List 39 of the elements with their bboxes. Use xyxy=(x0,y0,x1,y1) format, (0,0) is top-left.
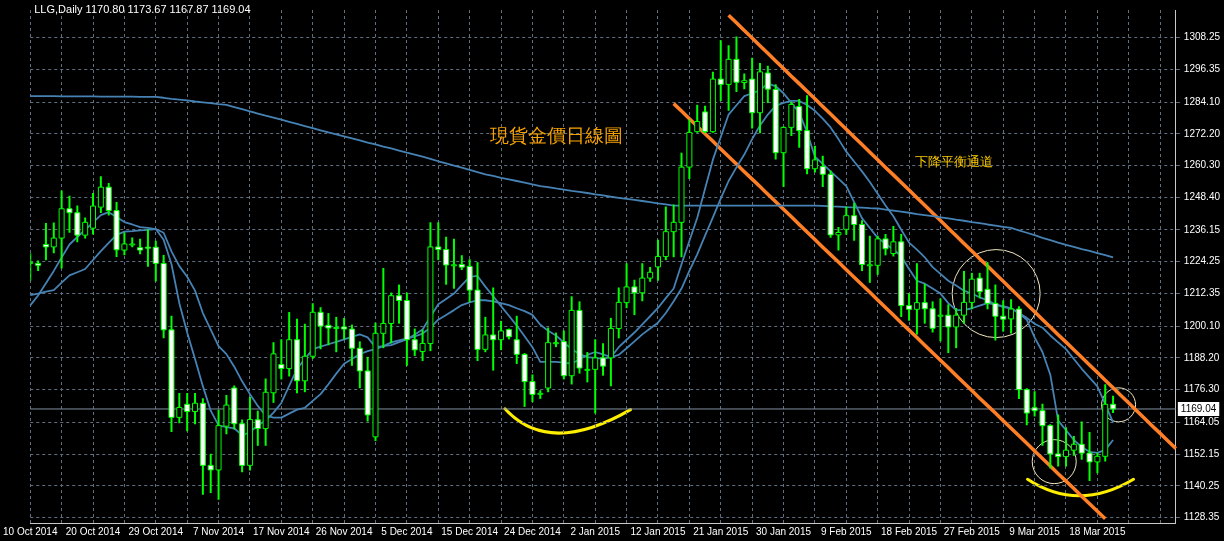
annotation: 下降平衡通道 xyxy=(915,153,993,169)
x-tick-label: 10 Oct 2014 xyxy=(3,525,58,537)
y-tick-label: 1140.25 xyxy=(1183,479,1220,491)
x-tick-label: 21 Jan 2015 xyxy=(693,525,749,537)
annotation: 現貨金價日線圖 xyxy=(490,125,623,147)
y-tick-label: 1296.35 xyxy=(1183,63,1221,75)
ref-line-label: 1169.04 xyxy=(1180,402,1217,414)
x-tick-label: 15 Dec 2014 xyxy=(441,525,499,537)
x-tick-label: 12 Jan 2015 xyxy=(630,525,686,537)
y-tick-label: 1248.40 xyxy=(1183,191,1221,203)
x-tick-label: 17 Nov 2014 xyxy=(252,525,311,537)
x-tick-label: 20 Oct 2014 xyxy=(65,525,121,537)
y-tick-label: 1188.20 xyxy=(1183,351,1220,363)
y-tick-label: 1164.05 xyxy=(1183,416,1220,428)
x-tick-label: 30 Jan 2015 xyxy=(755,525,812,537)
x-tick-label: 26 Nov 2014 xyxy=(315,525,373,537)
x-tick-label: 2 Jan 2015 xyxy=(570,525,621,537)
x-tick-label: 18 Feb 2015 xyxy=(880,525,938,537)
x-tick-label: 29 Oct 2014 xyxy=(128,525,184,537)
y-tick-label: 1212.35 xyxy=(1183,287,1221,299)
y-tick-label: 1308.25 xyxy=(1183,31,1221,43)
x-tick-label: 18 Mar 2015 xyxy=(1069,525,1126,537)
y-tick-label: 1236.15 xyxy=(1183,223,1221,235)
x-tick-label: 7 Nov 2014 xyxy=(192,525,245,537)
y-tick-label: 1152.15 xyxy=(1183,447,1220,459)
candlestick xyxy=(858,219,865,273)
y-tick-label: 1272.20 xyxy=(1183,127,1221,139)
y-tick-label: 1284.10 xyxy=(1183,95,1221,107)
x-tick-label: 9 Feb 2015 xyxy=(820,525,873,537)
chart-title: LLG,Daily 1170.80 1173.67 1167.87 1169.04 xyxy=(34,2,251,15)
y-tick-label: 1176.30 xyxy=(1183,383,1220,395)
x-tick-label: 9 Mar 2015 xyxy=(1009,525,1061,537)
y-tick-label: 1260.30 xyxy=(1183,159,1221,171)
y-tick-label: 1224.25 xyxy=(1183,255,1221,267)
x-tick-label: 27 Feb 2015 xyxy=(943,525,1001,537)
y-tick-label: 1128.35 xyxy=(1183,511,1220,523)
x-tick-label: 24 Dec 2014 xyxy=(504,525,562,537)
y-tick-label: 1200.10 xyxy=(1183,319,1221,331)
x-tick-label: 5 Dec 2014 xyxy=(381,525,433,537)
